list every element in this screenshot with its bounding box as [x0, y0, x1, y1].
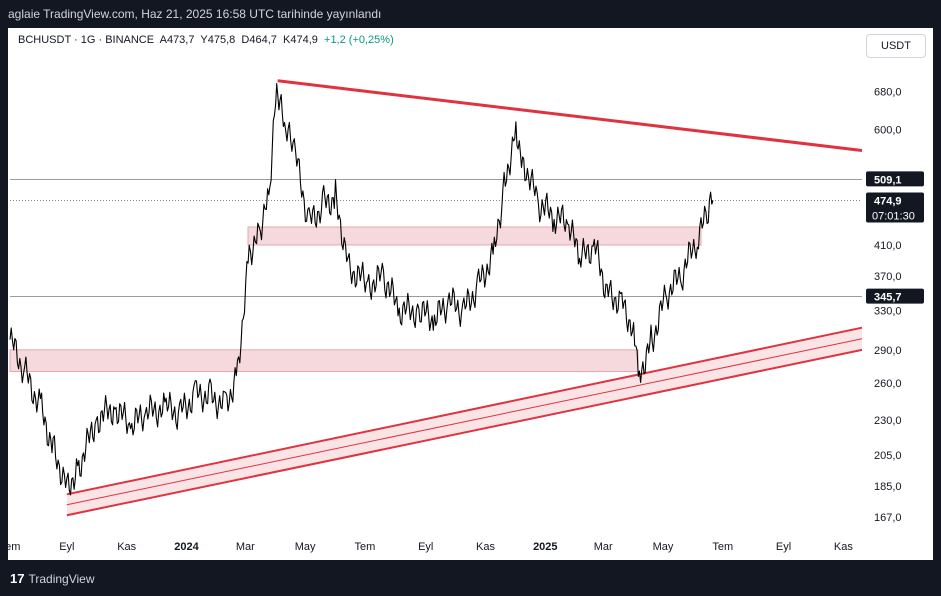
y-tick-label: 290,0: [874, 345, 902, 357]
x-tick-label: Tem: [712, 541, 733, 553]
close-value: K474,9: [283, 34, 318, 46]
price-label: 345,7: [874, 292, 902, 304]
price-label-box: [866, 192, 924, 223]
symbol-info: BCHUSDT · 1G · BINANCE: [18, 34, 155, 46]
y-tick-label: 680,0: [874, 87, 902, 99]
trendline: [66, 348, 863, 517]
y-tick-label: 167,0: [874, 512, 902, 524]
support-zone: [9, 349, 639, 372]
x-tick-label: Mar: [236, 541, 255, 553]
symbol-legend: BCHUSDT · 1G · BINANCE A473,7 Y475,8 D46…: [18, 34, 394, 46]
trendline: [277, 79, 863, 152]
change-value: +1,2 (+0,25%): [324, 34, 394, 46]
x-tick-label: Eyl: [59, 541, 74, 553]
x-tick-label: 2024: [174, 541, 199, 553]
countdown-label: 07:01:30: [872, 210, 915, 222]
price-label: 509,1: [874, 174, 902, 186]
low-value: D464,7: [241, 34, 277, 46]
chart-frame: [8, 28, 933, 560]
channel-midline: [66, 338, 863, 506]
y-tick-label: 205,0: [874, 450, 902, 462]
x-tick-label: Eyl: [776, 541, 791, 553]
x-tick-label: Kas: [476, 541, 495, 553]
support-zone: [247, 226, 702, 246]
tradingview-logo[interactable]: 17 TradingView: [10, 571, 95, 586]
x-tick-label: Kas: [834, 541, 853, 553]
price-label-box: [866, 288, 924, 304]
trendline: [66, 326, 863, 496]
y-tick-label: 330,0: [874, 306, 902, 318]
x-tick-label: May: [653, 541, 674, 553]
currency-button[interactable]: USDT: [866, 34, 926, 58]
y-tick-label: 600,0: [874, 125, 902, 137]
x-tick-label: Kas: [117, 541, 136, 553]
tradingview-brand: TradingView: [28, 571, 95, 586]
y-tick-label: 370,0: [874, 271, 902, 283]
price-label-box: [866, 171, 924, 187]
y-tick-label: 410,0: [874, 240, 902, 252]
tradingview-mark-icon: 17: [10, 571, 25, 586]
bottom-bar: [0, 560, 941, 596]
x-tick-label: Mar: [594, 541, 613, 553]
y-tick-label: 185,0: [874, 481, 902, 493]
top-bar: aglaie TradingView.com, Haz 21, 2025 16:…: [0, 0, 941, 28]
open-value: A473,7: [159, 34, 195, 46]
publish-info: aglaie TradingView.com, Haz 21, 2025 16:…: [8, 7, 382, 21]
high-value: Y475,8: [200, 34, 236, 46]
x-tick-label: Eyl: [418, 541, 433, 553]
price-series: [9, 83, 714, 496]
x-tick-label: Tem: [0, 541, 20, 553]
y-tick-label: 230,0: [874, 415, 902, 427]
x-tick-label: May: [295, 541, 316, 553]
x-tick-label: Tem: [355, 541, 376, 553]
y-tick-label: 260,0: [874, 378, 902, 390]
x-tick-label: 2025: [533, 541, 557, 553]
price-label: 474,9: [874, 195, 902, 207]
